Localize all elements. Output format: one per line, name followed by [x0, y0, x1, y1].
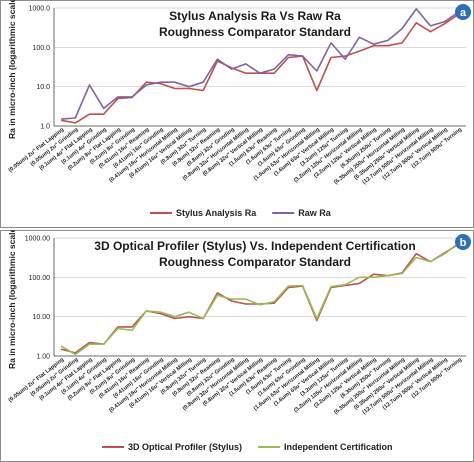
panel-badge-letter: b: [460, 237, 467, 249]
y-tick-label: 1.00: [36, 354, 50, 361]
series-line-2: [60, 242, 460, 356]
panel-badge-letter: a: [460, 7, 467, 19]
panel-badge: [455, 4, 471, 20]
chart-title: 3D Optical Profiler (Stylus) Vs. Indepen…: [94, 239, 415, 253]
series-line-2: [61, 8, 460, 120]
chart-border: [0, 230, 474, 462]
legend-label-1: 3D Optical Profiler (Stylus): [128, 442, 242, 452]
y-tick-label: 10.00: [32, 314, 50, 321]
y-tick-label: 100.00: [29, 275, 51, 282]
chart-title: Stylus Analysis Ra Vs Raw Ra: [169, 9, 341, 23]
y-tick-label: 1000.00: [25, 236, 50, 243]
panel-badge: [455, 234, 471, 250]
chart-panel-b: 1.00 10.00 100.00 1000.00 Ra in micro-inch (…: [0, 230, 474, 462]
chart-subtitle: Roughness Comparator Standard: [159, 25, 351, 39]
y-tick-label: 1.0: [40, 124, 50, 131]
chart-a-svg: 1.0 10.0 100.0 1000.0 Ra in micro-inch (loga…: [0, 0, 474, 228]
legend-label-2: Independent Certification: [284, 442, 393, 452]
y-tick-label: 10.0: [36, 84, 50, 91]
y-tick-label: 1000.0: [29, 6, 51, 13]
chart-b-svg: 1.00 10.00 100.00 1000.00 Ra in micro-inch (…: [0, 230, 474, 462]
legend-label-2: Raw Ra: [298, 208, 332, 218]
y-tick-label: 100.0: [32, 45, 50, 52]
chart-panel-a: 1.0 10.0 100.0 1000.0 Ra in micro-inch (loga…: [0, 0, 474, 228]
y-axis-label: Ra in micro-inch (logarithmic scale): [7, 230, 17, 369]
legend-label-1: Stylus Analysis Ra: [176, 208, 257, 218]
chart-subtitle: Roughness Comparator Standard: [159, 255, 351, 269]
y-axis-label: Ra in micro-inch (logarithmic scale): [7, 0, 17, 139]
chart-border: [0, 0, 474, 228]
